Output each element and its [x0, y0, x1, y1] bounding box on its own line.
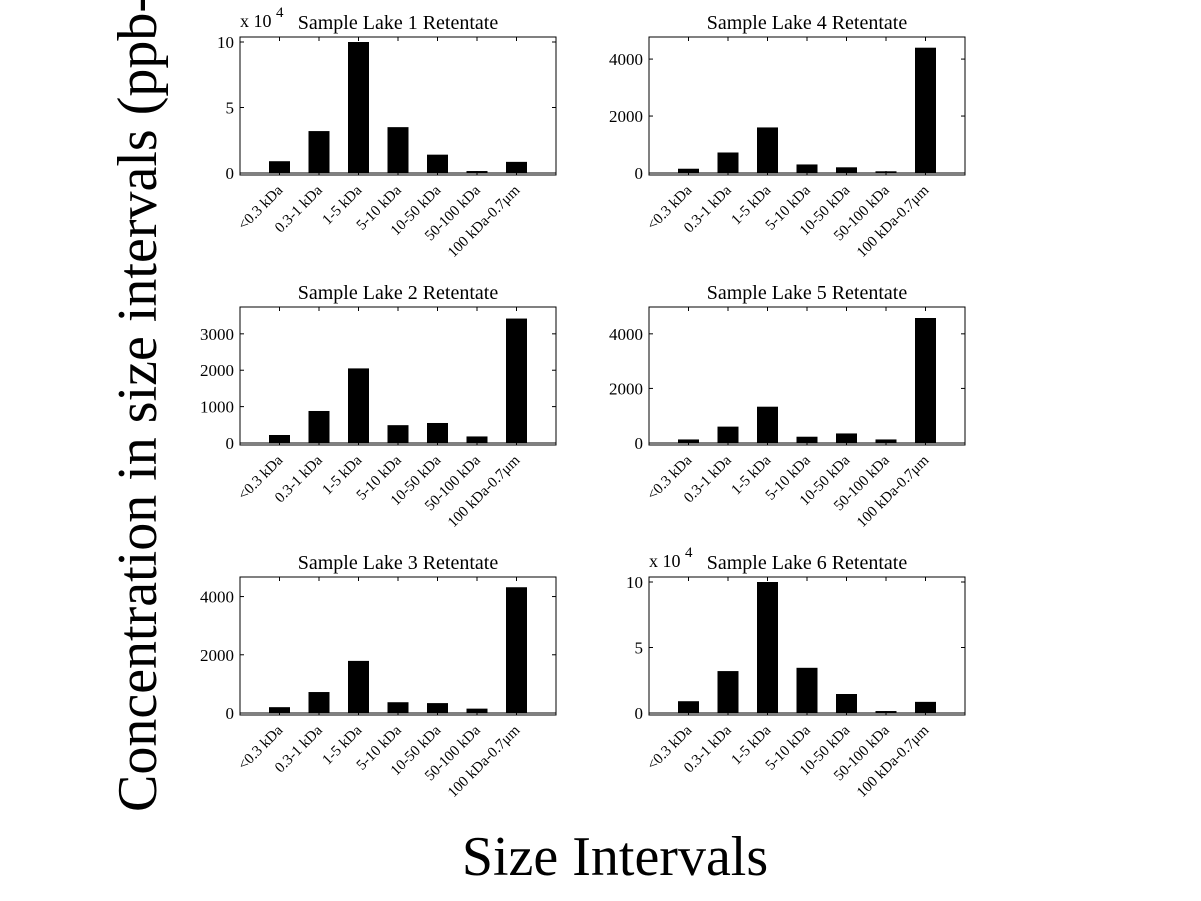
- y-tick-label: 0: [635, 434, 644, 453]
- x-tick-label: 100 kDa-0.7μm: [854, 452, 933, 531]
- x-tick-label: 100 kDa-0.7μm: [445, 722, 524, 801]
- bar-5: [427, 703, 448, 713]
- bar-5: [836, 694, 857, 713]
- bar-3: [348, 368, 369, 443]
- y-tick-label: 10: [626, 573, 643, 592]
- chart-title: Sample Lake 1 Retentate: [298, 12, 499, 34]
- bar-6: [466, 436, 488, 443]
- chart-title: Sample Lake 6 Retentate: [707, 552, 908, 574]
- y-tick-label: 10: [217, 33, 234, 52]
- y-tick-label: 2000: [609, 107, 643, 126]
- y-axis-exponent: x 10: [240, 11, 272, 31]
- bar-4: [387, 425, 409, 443]
- bar-3: [757, 582, 778, 713]
- y-tick-label: 5: [226, 99, 235, 118]
- bar-7: [506, 161, 527, 173]
- bar-5: [836, 167, 857, 173]
- bar-4: [796, 436, 818, 443]
- y-tick-label: 0: [635, 164, 644, 183]
- bar-5: [427, 422, 448, 443]
- bar-2: [308, 131, 330, 173]
- x-tick-label: 100 kDa-0.7μm: [854, 182, 933, 261]
- x-tick-label: 100 kDa-0.7μm: [445, 182, 524, 261]
- y-axis-exponent-power: 4: [685, 545, 693, 561]
- bar-1: [678, 168, 699, 173]
- bar-3: [348, 660, 369, 713]
- bar-6: [466, 708, 488, 713]
- y-tick-label: 5: [635, 639, 644, 658]
- bar-4: [387, 127, 409, 173]
- bar-2: [308, 692, 330, 713]
- y-tick-label: 0: [226, 164, 235, 183]
- bar-1: [269, 707, 290, 713]
- bar-1: [269, 434, 290, 443]
- y-tick-label: 4000: [609, 50, 643, 69]
- bar-4: [796, 667, 818, 713]
- y-tick-label: 0: [635, 704, 644, 723]
- bar-2: [308, 410, 330, 443]
- bar-2: [717, 152, 739, 173]
- chart-title: Sample Lake 2 Retentate: [298, 282, 499, 304]
- bar-7: [506, 318, 527, 443]
- bar-1: [678, 701, 699, 713]
- bar-5: [427, 154, 448, 173]
- bar-3: [757, 406, 778, 443]
- bar-7: [915, 47, 936, 174]
- y-tick-label: 4000: [609, 325, 643, 344]
- bar-2: [717, 426, 739, 443]
- bar-4: [796, 164, 818, 173]
- bar-2: [717, 671, 739, 713]
- y-axis-exponent: x 10: [649, 551, 681, 571]
- bar-7: [915, 318, 936, 443]
- chart-title: Sample Lake 3 Retentate: [298, 552, 499, 574]
- panel-3: Sample Lake 2 Retentate0100020003000<0.3…: [200, 282, 557, 531]
- y-tick-label: 0: [226, 704, 235, 723]
- bar-5: [836, 433, 857, 443]
- figure-y-axis-label: Concentration in size intervals (ppb-QSE…: [107, 0, 169, 812]
- bar-3: [348, 42, 369, 173]
- y-tick-label: 0: [226, 434, 235, 453]
- bar-7: [915, 701, 936, 713]
- figure-x-axis-label: Size Intervals: [462, 826, 768, 888]
- y-tick-label: 3000: [200, 325, 234, 344]
- bar-7: [506, 587, 527, 713]
- y-tick-label: 2000: [609, 379, 643, 398]
- chart-title: Sample Lake 5 Retentate: [707, 282, 908, 304]
- bar-3: [757, 127, 778, 173]
- y-axis-exponent-power: 4: [276, 5, 284, 21]
- x-tick-label: 100 kDa-0.7μm: [854, 722, 933, 801]
- bar-1: [269, 161, 290, 173]
- y-tick-label: 2000: [200, 361, 234, 380]
- y-tick-label: 4000: [200, 588, 234, 607]
- y-tick-label: 1000: [200, 398, 234, 417]
- x-tick-label: 100 kDa-0.7μm: [445, 452, 524, 531]
- bar-4: [387, 702, 409, 713]
- y-tick-label: 2000: [200, 646, 234, 665]
- chart-title: Sample Lake 4 Retentate: [707, 12, 908, 34]
